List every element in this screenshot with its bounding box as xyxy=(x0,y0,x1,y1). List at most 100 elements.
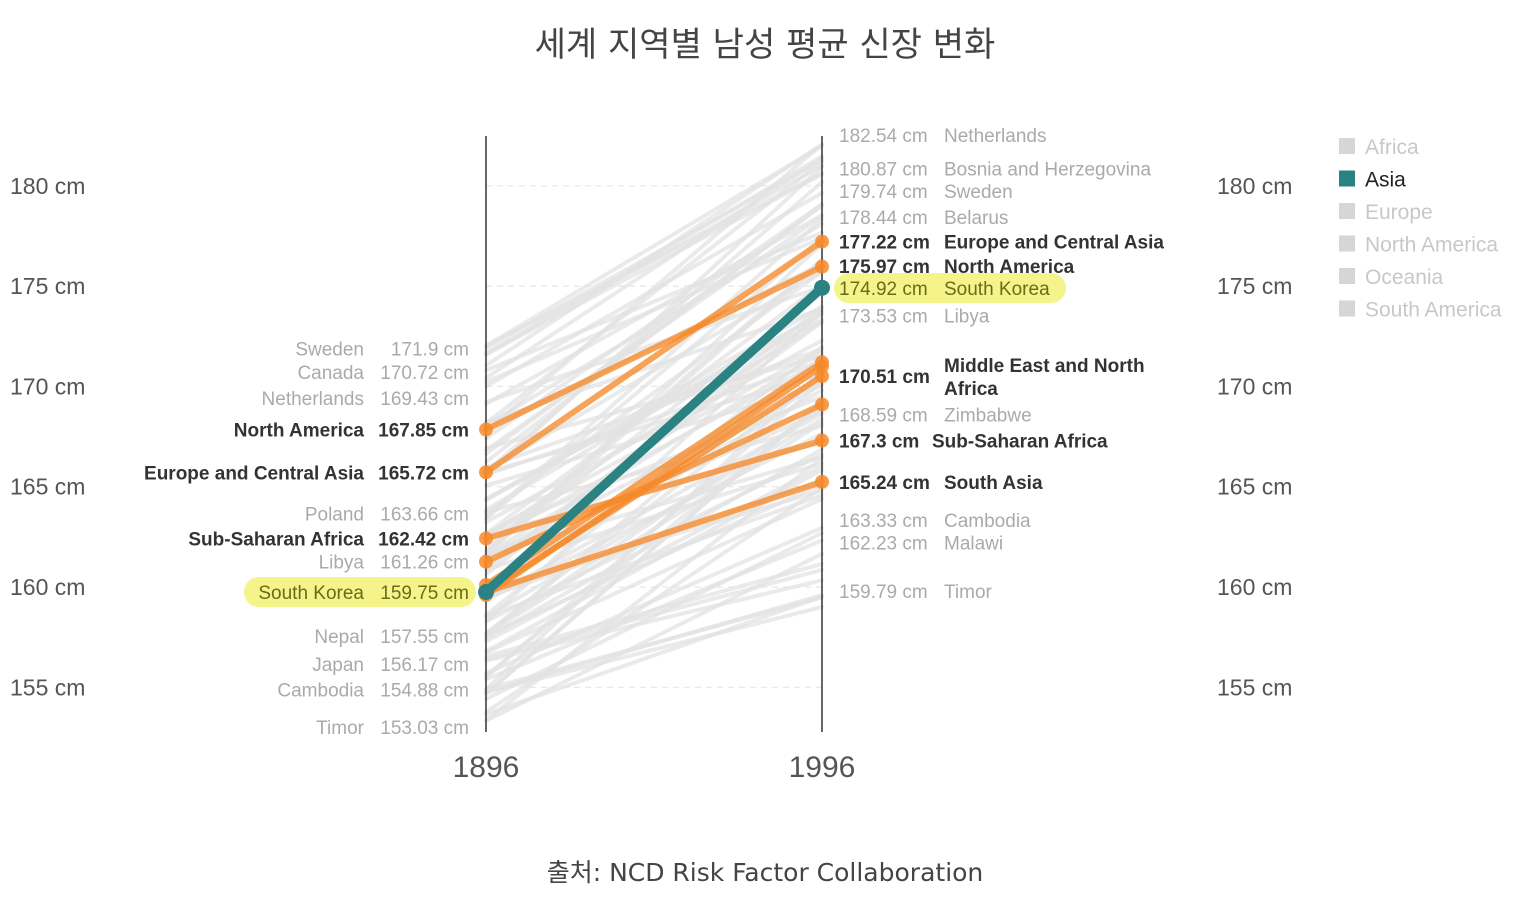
region-line xyxy=(483,238,825,476)
left-label: 162.42 cm Sub-Saharan Africa xyxy=(188,529,469,550)
right-label-name-line: Africa xyxy=(944,379,998,400)
right-label-value: 177.22 cm xyxy=(839,233,930,254)
right-label-value: 168.59 cm xyxy=(839,406,928,427)
left-label: 153.03 cm Timor xyxy=(316,718,469,739)
y-axis-right: 155 cm 160 cm 165 cm 170 cm 175 cm 180 cm xyxy=(1217,173,1292,700)
left-label-name: Sweden xyxy=(295,339,364,360)
selected-point-1996 xyxy=(814,279,830,296)
right-label-value: 174.92 cm xyxy=(839,279,928,300)
background-line xyxy=(484,222,824,428)
background-line xyxy=(484,163,824,355)
left-label-name: Canada xyxy=(297,363,364,384)
left-value-labels: 171.9 cm Sweden 170.72 cm Canada 169.43 cm Ne… xyxy=(144,339,476,739)
right-label: 173.53 cm Libya xyxy=(839,307,990,328)
y-tick-label-left: 180 cm xyxy=(10,173,85,199)
region-point-1896 xyxy=(479,465,493,480)
source-note: 출처: NCD Risk Factor Collaboration xyxy=(547,858,984,887)
background-line xyxy=(484,594,824,717)
right-label: 162.23 cm Malawi xyxy=(839,533,1003,554)
legend-item[interactable]: Europe xyxy=(1339,201,1433,224)
left-label: 159.75 cm South Korea xyxy=(244,577,476,608)
left-label-value: 162.42 cm xyxy=(378,529,469,550)
background-line xyxy=(484,143,824,348)
region-point-1996 xyxy=(815,369,829,384)
legend-swatch xyxy=(1339,203,1355,219)
left-label-value: 171.9 cm xyxy=(391,339,469,360)
background-line xyxy=(484,159,824,426)
right-label-name: Bosnia and Herzegovina xyxy=(944,159,1151,180)
left-label-value: 165.72 cm xyxy=(378,463,469,484)
legend-label: Asia xyxy=(1365,169,1406,192)
label-highlight-bg xyxy=(244,577,476,608)
left-label-name: Timor xyxy=(316,718,365,739)
left-label-value: 163.66 cm xyxy=(380,505,469,526)
right-label-value: 170.51 cm xyxy=(839,367,930,388)
region-point-1996 xyxy=(815,474,829,489)
legend-label: Europe xyxy=(1365,201,1433,224)
background-country-lines xyxy=(484,142,824,723)
right-label-value: 180.87 cm xyxy=(839,159,928,180)
region-line xyxy=(483,359,825,588)
legend-swatch xyxy=(1339,235,1355,252)
left-label-name: Nepal xyxy=(314,627,364,648)
legend-label: Oceania xyxy=(1365,266,1444,289)
right-label-value: 167.3 cm xyxy=(839,432,919,453)
right-label-value: 173.53 cm xyxy=(839,307,928,328)
right-label: 178.44 cm Belarus xyxy=(839,208,1008,229)
y-tick-label-right: 170 cm xyxy=(1217,373,1292,399)
left-label-value: 154.88 cm xyxy=(380,681,469,702)
right-label-value: 159.79 cm xyxy=(839,582,928,603)
y-tick-label-right: 155 cm xyxy=(1217,674,1292,700)
y-tick-label-left: 175 cm xyxy=(10,273,85,299)
region-line xyxy=(483,263,825,433)
right-value-labels: 182.54 cm Netherlands 180.87 cm Bosnia and … xyxy=(834,126,1164,603)
left-label-name: Libya xyxy=(319,553,365,574)
y-axis-left: 155 cm 160 cm 165 cm 170 cm 175 cm 180 cm xyxy=(10,173,85,700)
left-label: 169.43 cm Netherlands xyxy=(262,389,469,410)
left-label: 165.72 cm Europe and Central Asia xyxy=(144,463,469,484)
legend-item[interactable]: Oceania xyxy=(1339,266,1444,289)
right-label-value: 165.24 cm xyxy=(839,473,930,494)
selected-point-1896 xyxy=(478,584,494,601)
background-line xyxy=(484,217,824,520)
region-point-1996 xyxy=(815,397,829,412)
right-label: 174.92 cm South Korea xyxy=(834,273,1066,303)
legend-item[interactable]: South America xyxy=(1339,299,1502,322)
right-label-name: North America xyxy=(944,257,1075,278)
left-label-name: South Korea xyxy=(258,583,364,604)
right-label-value: 162.23 cm xyxy=(839,533,928,554)
region-point-1996 xyxy=(815,259,829,274)
legend-item[interactable]: Asia xyxy=(1339,169,1406,192)
legend-swatch xyxy=(1339,170,1355,187)
right-label-value: 175.97 cm xyxy=(839,257,930,278)
selected-line xyxy=(481,283,827,597)
right-label: 180.87 cm Bosnia and Herzegovina xyxy=(839,159,1151,180)
left-label-name: Netherlands xyxy=(262,389,364,410)
y-tick-label-left: 155 cm xyxy=(10,674,85,700)
left-label-value: 170.72 cm xyxy=(380,363,469,384)
background-line xyxy=(484,485,824,715)
region-line xyxy=(483,363,825,599)
background-line xyxy=(484,235,824,384)
legend-label: North America xyxy=(1365,234,1498,257)
right-label: 165.24 cm South Asia xyxy=(839,473,1043,494)
region-point-1996 xyxy=(815,433,829,448)
right-label-value: 163.33 cm xyxy=(839,511,928,532)
legend-item[interactable]: Africa xyxy=(1339,136,1419,159)
region-point-1896 xyxy=(479,554,493,569)
region-line xyxy=(483,437,825,542)
right-label: 175.97 cm North America xyxy=(839,257,1075,278)
background-line xyxy=(484,309,824,624)
right-label-name: Timor xyxy=(944,582,993,603)
right-label-value: 178.44 cm xyxy=(839,208,928,229)
right-label: 159.79 cm Timor xyxy=(839,582,993,603)
region-point-1896 xyxy=(479,422,493,437)
right-label-name: Zimbabwe xyxy=(944,406,1032,427)
background-line xyxy=(484,561,824,659)
legend: Africa Asia Europe North America Oceania Sout… xyxy=(1339,136,1502,322)
legend-item[interactable]: North America xyxy=(1339,234,1498,257)
right-label: 168.59 cm Zimbabwe xyxy=(839,406,1032,427)
region-lines xyxy=(479,234,829,603)
right-label-name: Netherlands xyxy=(944,126,1046,147)
